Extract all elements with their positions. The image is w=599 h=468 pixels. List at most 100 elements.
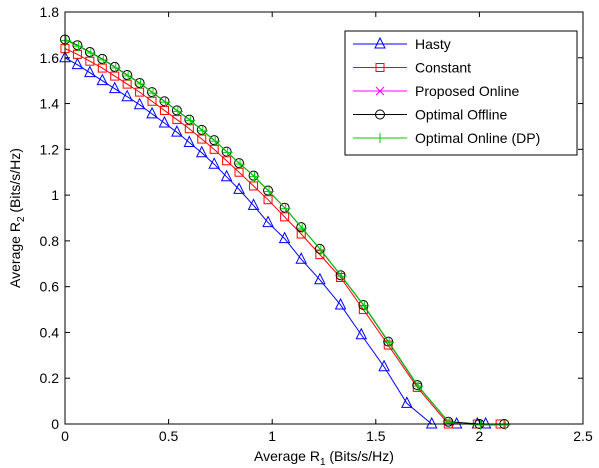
circle-marker: [296, 222, 307, 233]
y-axis-label: Average R2 (Bits/s/Hz): [7, 148, 27, 288]
square-marker: [296, 229, 306, 239]
x-tick-label: 0: [61, 428, 69, 444]
square-marker: [280, 212, 290, 222]
triangle-marker: [195, 145, 208, 158]
y-tick-label: 0.2: [40, 370, 60, 386]
circle-marker: [109, 61, 120, 72]
triangle-marker: [233, 182, 245, 194]
square-marker: [172, 115, 182, 125]
x-tick-label: 2: [476, 428, 484, 444]
plus-marker: [475, 420, 486, 430]
legend-label: Hasty: [415, 36, 451, 52]
triangle-marker: [334, 297, 347, 310]
triangle-marker: [425, 416, 438, 429]
plus-marker: [413, 381, 424, 392]
legend-item: Optimal Offline: [353, 107, 508, 123]
plus-marker: [222, 147, 233, 158]
circle-marker: [263, 185, 274, 196]
circle-marker: [279, 202, 290, 213]
plus-marker: [297, 223, 308, 234]
circle-marker: [184, 114, 195, 125]
triangle-marker: [158, 115, 171, 128]
triangle-marker: [278, 231, 291, 244]
ticks-layer: 0 0.5 1 1.5 2 2.5 0 0.2 0.4 0.6 0.8 1 1.2 1.4 1.6 1.8: [40, 4, 593, 444]
square-marker: [135, 87, 145, 97]
legend-swatch-x-marker-b: [375, 86, 385, 96]
square-marker: [234, 167, 244, 177]
plus-marker: [98, 54, 109, 65]
y-tick-label: 0.8: [40, 233, 60, 249]
legend-label: Constant: [415, 60, 471, 76]
circle-marker: [84, 47, 95, 58]
triangle-marker: [247, 198, 260, 210]
plus-marker: [384, 337, 395, 348]
plus-marker: [235, 159, 246, 170]
plus-marker: [280, 203, 291, 214]
triangle-marker: [220, 169, 233, 182]
x-axis-label: Average R1 (Bits/s/Hz): [254, 448, 394, 468]
legend-label: Optimal Online (DP): [415, 130, 540, 146]
triangle-marker: [378, 359, 390, 372]
square-marker: [110, 71, 120, 81]
plus-marker: [336, 271, 347, 282]
series-hasty: [59, 50, 492, 429]
y-axis-label-sub: 2: [16, 216, 27, 222]
square-marker: [159, 105, 169, 115]
plus-marker: [172, 106, 183, 117]
y-tick-label: 0: [51, 416, 59, 432]
legend-label: Proposed Online: [415, 83, 520, 99]
series-optimal-online-dp: [61, 35, 511, 430]
triangle-marker: [171, 125, 183, 137]
triangle-marker: [84, 65, 96, 78]
circle-marker: [358, 299, 369, 310]
circle-marker: [443, 416, 454, 427]
circle-marker: [147, 87, 158, 98]
legend-swatch-square-marker: [375, 63, 385, 72]
square-marker: [122, 79, 132, 89]
series-layer: [59, 34, 511, 430]
square-marker: [184, 124, 194, 134]
y-tick-label: 1.8: [40, 4, 60, 20]
square-marker: [222, 156, 232, 166]
circle-marker: [72, 40, 83, 51]
triangle-marker: [479, 416, 492, 429]
x-tick-label: 0.5: [159, 428, 179, 444]
triangle-marker: [146, 106, 158, 119]
square-marker: [85, 56, 95, 66]
plus-marker: [210, 136, 221, 147]
axes-box: [64, 11, 584, 425]
plus-marker: [359, 300, 370, 311]
circle-marker: [383, 336, 394, 347]
circle-marker: [221, 146, 232, 157]
x-tick-label: 2.5: [573, 428, 593, 444]
plus-marker: [315, 244, 326, 255]
plus-marker: [135, 78, 146, 89]
plus-marker: [185, 115, 196, 126]
square-marker: [263, 195, 273, 205]
square-marker: [72, 49, 82, 59]
plus-marker: [444, 417, 455, 428]
y-tick-label: 0.6: [40, 279, 60, 295]
x-axis-label-unit: (Bits/s/Hz): [326, 448, 394, 464]
legend-swatch-plus-marker: [375, 133, 385, 143]
triangle-marker: [183, 135, 196, 147]
y-tick-label: 1.2: [40, 141, 60, 157]
plus-marker: [197, 125, 208, 136]
x-axis-label-main: Average R: [254, 448, 320, 464]
y-tick-label: 1.6: [40, 50, 60, 66]
plus-marker: [61, 35, 71, 46]
legend-swatch-triangle-marker: [374, 36, 386, 49]
legend: Hasty Constant Proposed Online Optimal Offl…: [344, 30, 578, 156]
plus-marker: [110, 62, 121, 73]
circle-marker: [97, 53, 108, 64]
circle-marker: [335, 270, 346, 281]
plus-marker: [148, 88, 159, 99]
triangle-marker: [355, 327, 368, 340]
legend-swatch-circle-marker: [375, 109, 385, 120]
square-marker: [147, 96, 157, 106]
series-line: [64, 57, 486, 425]
y-axis-label-unit: (Bits/s/Hz): [7, 148, 23, 216]
circle-marker: [171, 105, 182, 116]
x-axis-label-sub: 1: [320, 457, 326, 468]
